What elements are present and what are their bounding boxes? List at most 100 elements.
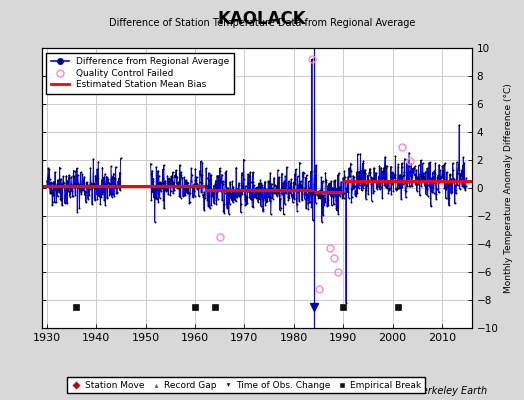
Point <box>308 56 316 62</box>
Point <box>424 160 433 166</box>
Point <box>260 195 269 202</box>
Point <box>449 166 457 173</box>
Point <box>254 195 263 201</box>
Point <box>446 176 455 182</box>
Point <box>158 180 166 186</box>
Point <box>276 195 285 202</box>
Point <box>407 174 416 180</box>
Point <box>424 182 432 188</box>
Point <box>234 182 243 189</box>
Point <box>352 193 360 200</box>
Point <box>381 183 390 189</box>
Point <box>204 202 212 209</box>
Point <box>421 177 429 183</box>
Point <box>150 186 158 192</box>
Point <box>341 174 349 180</box>
Point <box>442 178 450 185</box>
Point <box>56 164 64 171</box>
Point <box>454 161 463 168</box>
Point <box>445 194 454 201</box>
Point <box>219 178 227 184</box>
Point <box>382 184 390 191</box>
Point <box>220 209 228 216</box>
Point <box>247 196 255 202</box>
Point <box>166 177 174 184</box>
Point <box>74 180 82 186</box>
Point <box>206 186 215 193</box>
Point <box>280 184 288 191</box>
Point <box>171 172 179 179</box>
Point <box>432 191 440 198</box>
Point <box>287 182 295 189</box>
Point <box>311 200 320 206</box>
Point <box>168 181 176 188</box>
Point <box>419 173 428 179</box>
Point <box>310 181 318 187</box>
Point <box>106 182 114 189</box>
Point <box>203 196 212 203</box>
Point <box>248 179 257 185</box>
Point <box>353 190 362 196</box>
Point <box>414 162 423 169</box>
Point <box>45 166 53 172</box>
Point <box>156 181 165 187</box>
Point <box>325 191 334 197</box>
Y-axis label: Monthly Temperature Anomaly Difference (°C): Monthly Temperature Anomaly Difference (… <box>504 83 513 293</box>
Point <box>196 158 205 165</box>
Point <box>434 178 442 185</box>
Point <box>315 194 323 200</box>
Point <box>192 182 200 188</box>
Point <box>68 188 76 194</box>
Point <box>202 182 210 188</box>
Point <box>64 175 73 182</box>
Point <box>332 207 341 214</box>
Point <box>329 186 337 192</box>
Point <box>352 190 361 196</box>
Point <box>285 178 293 184</box>
Point <box>246 169 254 176</box>
Point <box>188 172 196 178</box>
Point <box>417 183 425 189</box>
Point <box>368 175 376 182</box>
Point <box>161 180 170 186</box>
Point <box>58 195 67 201</box>
Point <box>244 180 253 186</box>
Point <box>290 179 298 185</box>
Point <box>363 172 372 179</box>
Point <box>280 178 289 184</box>
Point <box>378 175 387 181</box>
Point <box>364 191 373 197</box>
Point <box>450 176 458 183</box>
Point <box>100 197 108 203</box>
Point <box>107 163 115 170</box>
Point <box>88 182 96 189</box>
Point <box>336 189 345 196</box>
Point <box>93 195 102 202</box>
Point <box>413 181 422 187</box>
Point <box>99 189 107 196</box>
Point <box>89 180 97 187</box>
Point <box>234 190 242 196</box>
Point <box>413 188 421 194</box>
Point <box>441 180 450 186</box>
Point <box>95 190 103 196</box>
Point <box>233 186 242 192</box>
Point <box>461 186 469 193</box>
Point <box>189 194 197 201</box>
Point <box>248 196 256 202</box>
Point <box>260 184 268 190</box>
Point <box>452 190 460 196</box>
Point <box>405 163 413 170</box>
Point <box>248 202 256 209</box>
Point <box>335 188 344 194</box>
Point <box>257 194 266 200</box>
Point <box>68 192 77 199</box>
Point <box>456 176 465 182</box>
Point <box>116 187 124 194</box>
Point <box>195 178 204 185</box>
Point <box>223 205 231 211</box>
Point <box>278 191 287 198</box>
Point <box>434 189 443 196</box>
Point <box>247 188 256 194</box>
Point <box>288 193 296 200</box>
